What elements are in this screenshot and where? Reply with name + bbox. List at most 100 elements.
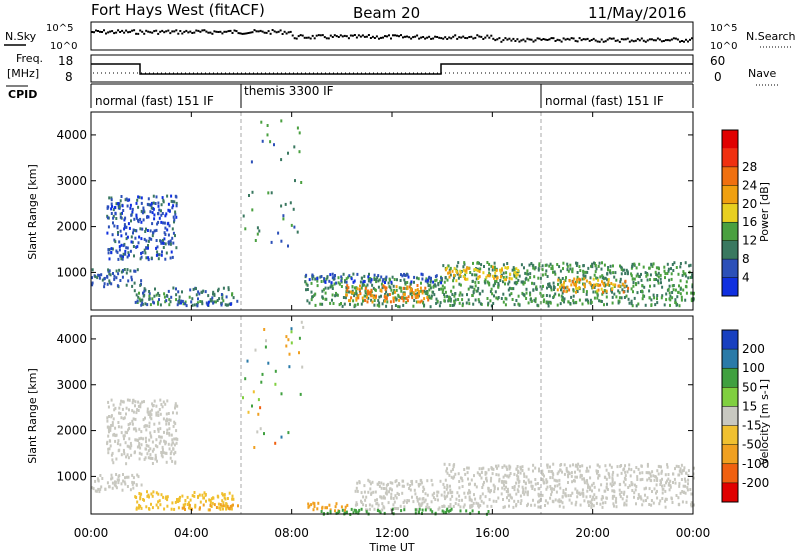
data-cell	[453, 475, 456, 479]
data-cell	[619, 482, 622, 486]
data-cell	[130, 235, 133, 239]
data-cell	[443, 299, 446, 303]
data-cell	[423, 487, 426, 491]
data-cell	[212, 496, 214, 500]
data-cell	[575, 261, 577, 265]
noise-point	[616, 39, 619, 42]
data-cell	[614, 271, 617, 275]
noise-point	[165, 30, 168, 33]
data-cell	[159, 427, 162, 431]
data-cell	[392, 296, 395, 300]
data-cell	[159, 503, 162, 507]
x-tick-label: 00:00	[676, 526, 711, 540]
noise-point	[111, 30, 114, 33]
data-cell	[541, 469, 544, 473]
data-cell	[513, 274, 516, 278]
data-cell	[147, 239, 150, 243]
data-cell	[674, 298, 677, 302]
data-cell	[373, 273, 376, 277]
data-cell	[561, 501, 564, 505]
cpid-segment-1: normal (fast) 151 IF	[95, 94, 214, 108]
data-cell	[412, 500, 415, 504]
data-cell	[534, 478, 537, 481]
data-cell	[383, 285, 386, 289]
data-cell	[163, 440, 166, 444]
data-cell	[257, 398, 260, 402]
data-cell	[164, 402, 167, 406]
data-cell	[649, 474, 652, 478]
data-cell	[486, 297, 489, 300]
data-cell	[122, 252, 125, 256]
data-cell	[642, 265, 645, 269]
data-cell	[101, 278, 104, 282]
data-cell	[578, 491, 581, 495]
data-cell	[125, 283, 128, 287]
data-cell	[457, 261, 460, 265]
data-cell	[154, 453, 157, 457]
noise-point	[502, 39, 505, 42]
data-cell	[687, 469, 690, 473]
data-cell	[108, 485, 111, 489]
data-cell	[550, 493, 553, 497]
data-cell	[561, 470, 563, 474]
data-cell	[545, 294, 548, 297]
data-cell	[469, 490, 472, 494]
data-cell	[441, 290, 444, 294]
noise-point	[221, 32, 224, 35]
data-cell	[440, 281, 443, 285]
data-cell	[372, 296, 375, 299]
data-cell	[493, 261, 496, 265]
noise-point	[313, 37, 316, 40]
noise-point	[243, 32, 246, 35]
noise-point	[137, 32, 140, 35]
data-cell	[220, 293, 223, 296]
data-cell	[125, 475, 128, 479]
data-cell	[451, 468, 454, 471]
data-cell	[620, 490, 623, 494]
data-cell	[448, 275, 451, 279]
data-cell	[120, 416, 123, 420]
data-cell	[335, 291, 337, 295]
data-cell	[153, 294, 156, 298]
data-cell	[92, 487, 95, 491]
data-cell	[280, 392, 283, 396]
data-cell	[301, 365, 304, 369]
data-cell	[417, 484, 420, 488]
noise-point	[335, 35, 338, 38]
data-cell	[598, 465, 601, 469]
data-cell	[146, 424, 148, 428]
data-cell	[353, 508, 356, 512]
data-cell	[521, 465, 524, 469]
data-cell	[144, 302, 147, 306]
data-cell	[280, 435, 283, 439]
data-cell	[615, 500, 618, 504]
data-cell	[515, 276, 518, 280]
data-cell	[549, 284, 552, 288]
data-cell	[473, 493, 475, 497]
data-cell	[143, 289, 146, 293]
data-cell	[678, 502, 681, 506]
data-cell	[481, 492, 484, 496]
noise-point	[263, 31, 266, 34]
data-cell	[371, 504, 374, 508]
data-cell	[370, 298, 373, 302]
data-cell	[517, 302, 520, 306]
data-cell	[639, 478, 642, 482]
data-cell	[168, 433, 171, 437]
data-cell	[150, 408, 153, 412]
data-cell	[478, 292, 481, 296]
data-cell	[421, 291, 424, 295]
data-cell	[416, 498, 419, 501]
noise-point	[530, 38, 533, 41]
data-cell	[167, 240, 170, 244]
x-tick-label: 08:00	[274, 526, 309, 540]
data-cell	[557, 499, 560, 503]
data-cell	[642, 294, 645, 298]
data-cell	[141, 227, 144, 231]
noise-point	[93, 31, 95, 34]
data-cell	[155, 503, 158, 507]
data-cell	[126, 204, 129, 208]
data-cell	[655, 483, 658, 487]
data-cell	[403, 272, 405, 276]
data-cell	[452, 276, 455, 280]
